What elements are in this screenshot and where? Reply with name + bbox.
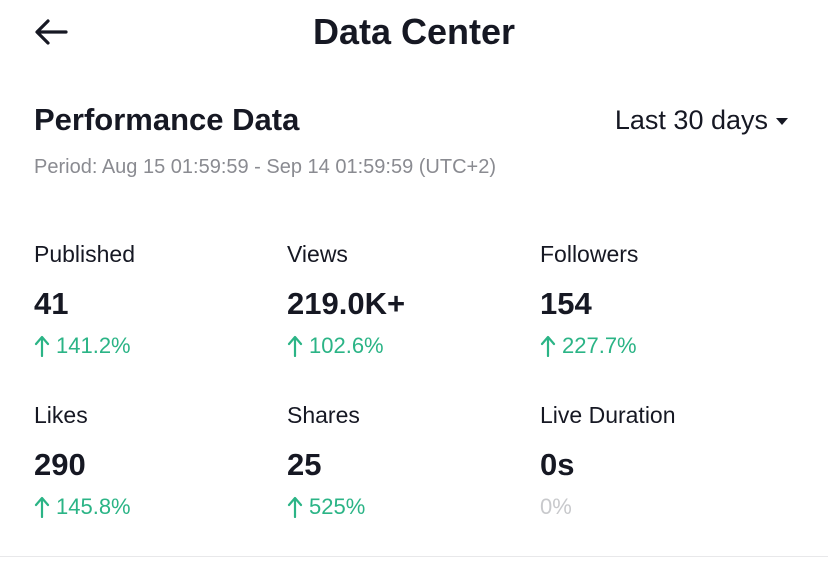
stat-change: 102.6% [287, 332, 527, 360]
stat-label: Followers [540, 241, 639, 267]
stat-change-value: 0% [540, 494, 572, 519]
arrow-up-icon [287, 496, 303, 518]
stat-shares[interactable]: Shares 25 525% [287, 401, 527, 521]
stat-change-value: 145.8% [56, 494, 131, 519]
arrow-up-icon [540, 335, 556, 357]
header: Data Center [0, 0, 828, 64]
stat-change: 0% [540, 493, 780, 521]
arrow-up-icon [34, 496, 50, 518]
stat-value: 219.0K+ [287, 286, 406, 321]
caret-down-icon [776, 117, 788, 125]
section-title: Performance Data [34, 102, 300, 137]
stat-label: Live Duration [540, 402, 676, 428]
stat-value: 290 [34, 447, 86, 482]
date-range-label: Last 30 days [614, 104, 768, 135]
stat-change: 145.8% [34, 493, 274, 521]
stat-change-value: 525% [309, 494, 366, 519]
arrow-up-icon [287, 335, 303, 357]
stat-value: 41 [34, 286, 69, 321]
period-text: Period: Aug 15 01:59:59 - Sep 14 01:59:5… [34, 156, 496, 178]
stat-change-value: 227.7% [562, 333, 637, 358]
stat-likes[interactable]: Likes 290 145.8% [34, 401, 274, 521]
stat-change-value: 141.2% [56, 333, 131, 358]
page-title: Data Center [312, 11, 516, 52]
stat-change: 525% [287, 493, 527, 521]
stat-views[interactable]: Views 219.0K+ 102.6% [287, 240, 527, 360]
stat-change: 227.7% [540, 332, 780, 360]
stat-value: 25 [287, 447, 322, 482]
back-arrow-icon [35, 19, 68, 45]
stat-label: Published [34, 241, 136, 267]
arrow-up-icon [34, 335, 50, 357]
stat-followers[interactable]: Followers 154 227.7% [540, 240, 780, 360]
stat-value: 154 [540, 286, 592, 321]
back-button[interactable] [34, 14, 74, 50]
stat-change: 141.2% [34, 332, 274, 360]
stat-label: Views [287, 241, 348, 267]
stat-label: Likes [34, 402, 88, 428]
divider [0, 556, 828, 557]
stat-published[interactable]: Published 41 141.2% [34, 240, 274, 360]
date-range-dropdown[interactable]: Last 30 days [615, 100, 788, 140]
stat-value: 0s [540, 447, 575, 482]
stat-label: Shares [287, 402, 360, 428]
stat-change-value: 102.6% [309, 333, 384, 358]
stat-live-duration[interactable]: Live Duration 0s 0% [540, 401, 780, 521]
